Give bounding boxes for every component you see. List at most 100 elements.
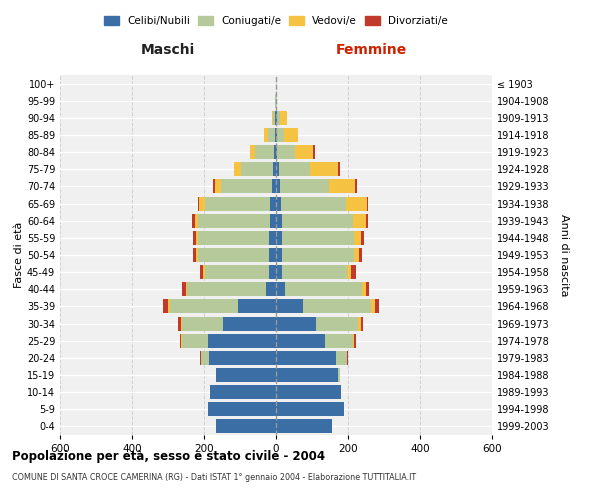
Bar — [256, 145, 274, 159]
Bar — [269, 248, 276, 262]
Bar — [234, 162, 241, 176]
Bar — [347, 265, 351, 279]
Bar — [215, 368, 276, 382]
Bar — [193, 248, 196, 262]
Bar — [303, 300, 371, 314]
Bar — [163, 300, 169, 314]
Bar — [197, 231, 269, 245]
Y-axis label: Fasce di età: Fasce di età — [14, 222, 24, 288]
Bar — [197, 196, 199, 210]
Bar — [276, 94, 277, 108]
Bar — [203, 265, 205, 279]
Bar — [276, 300, 303, 314]
Text: Maschi: Maschi — [141, 44, 195, 58]
Bar — [277, 128, 284, 142]
Bar — [264, 128, 268, 142]
Bar — [209, 351, 276, 365]
Bar — [280, 111, 287, 125]
Bar — [223, 316, 276, 330]
Bar — [208, 402, 276, 416]
Bar — [346, 196, 367, 210]
Bar — [280, 180, 329, 194]
Bar — [362, 282, 365, 296]
Bar — [274, 145, 276, 159]
Bar — [283, 248, 354, 262]
Bar — [354, 248, 359, 262]
Bar — [276, 196, 281, 210]
Bar — [276, 214, 282, 228]
Bar — [281, 196, 346, 210]
Bar — [241, 162, 273, 176]
Bar — [269, 214, 276, 228]
Bar — [313, 145, 315, 159]
Bar — [361, 231, 364, 245]
Bar — [273, 111, 275, 125]
Bar — [276, 420, 332, 434]
Bar — [276, 368, 338, 382]
Bar — [338, 368, 340, 382]
Bar — [273, 162, 276, 176]
Bar — [194, 214, 197, 228]
Bar — [181, 316, 182, 330]
Bar — [269, 265, 276, 279]
Bar — [269, 231, 276, 245]
Bar — [276, 282, 284, 296]
Bar — [367, 196, 368, 210]
Bar — [361, 316, 364, 330]
Bar — [200, 265, 203, 279]
Bar — [199, 196, 205, 210]
Bar — [351, 265, 356, 279]
Bar — [295, 145, 313, 159]
Bar — [310, 162, 338, 176]
Bar — [354, 231, 361, 245]
Bar — [196, 231, 197, 245]
Bar — [359, 248, 362, 262]
Bar — [277, 145, 295, 159]
Bar — [193, 231, 196, 245]
Bar — [375, 300, 379, 314]
Bar — [266, 282, 276, 296]
Bar — [276, 316, 316, 330]
Bar — [200, 351, 202, 365]
Bar — [276, 385, 341, 399]
Bar — [355, 180, 356, 194]
Bar — [276, 111, 277, 125]
Bar — [353, 214, 366, 228]
Bar — [325, 334, 353, 347]
Bar — [283, 231, 354, 245]
Bar — [170, 300, 238, 314]
Bar — [316, 316, 358, 330]
Bar — [276, 231, 283, 245]
Bar — [347, 351, 348, 365]
Bar — [182, 316, 223, 330]
Bar — [272, 180, 276, 194]
Bar — [276, 248, 283, 262]
Bar — [205, 196, 269, 210]
Y-axis label: Anni di nascita: Anni di nascita — [559, 214, 569, 296]
Bar — [366, 214, 368, 228]
Bar — [272, 111, 273, 125]
Bar — [214, 180, 215, 194]
Bar — [338, 162, 340, 176]
Bar — [181, 334, 182, 347]
Bar — [365, 282, 369, 296]
Bar — [269, 196, 276, 210]
Bar — [278, 162, 310, 176]
Bar — [275, 128, 276, 142]
Bar — [215, 420, 276, 434]
Text: Popolazione per età, sesso e stato civile - 2004: Popolazione per età, sesso e stato civil… — [12, 450, 325, 463]
Bar — [358, 316, 361, 330]
Bar — [276, 162, 278, 176]
Bar — [179, 334, 181, 347]
Bar — [371, 300, 375, 314]
Bar — [196, 248, 197, 262]
Bar — [268, 128, 275, 142]
Bar — [275, 94, 276, 108]
Text: COMUNE DI SANTA CROCE CAMERINA (RG) - Dati ISTAT 1° gennaio 2004 - Elaborazione : COMUNE DI SANTA CROCE CAMERINA (RG) - Da… — [12, 472, 416, 482]
Bar — [205, 265, 269, 279]
Bar — [192, 214, 194, 228]
Bar — [208, 334, 276, 347]
Bar — [276, 128, 277, 142]
Bar — [197, 214, 269, 228]
Bar — [283, 265, 347, 279]
